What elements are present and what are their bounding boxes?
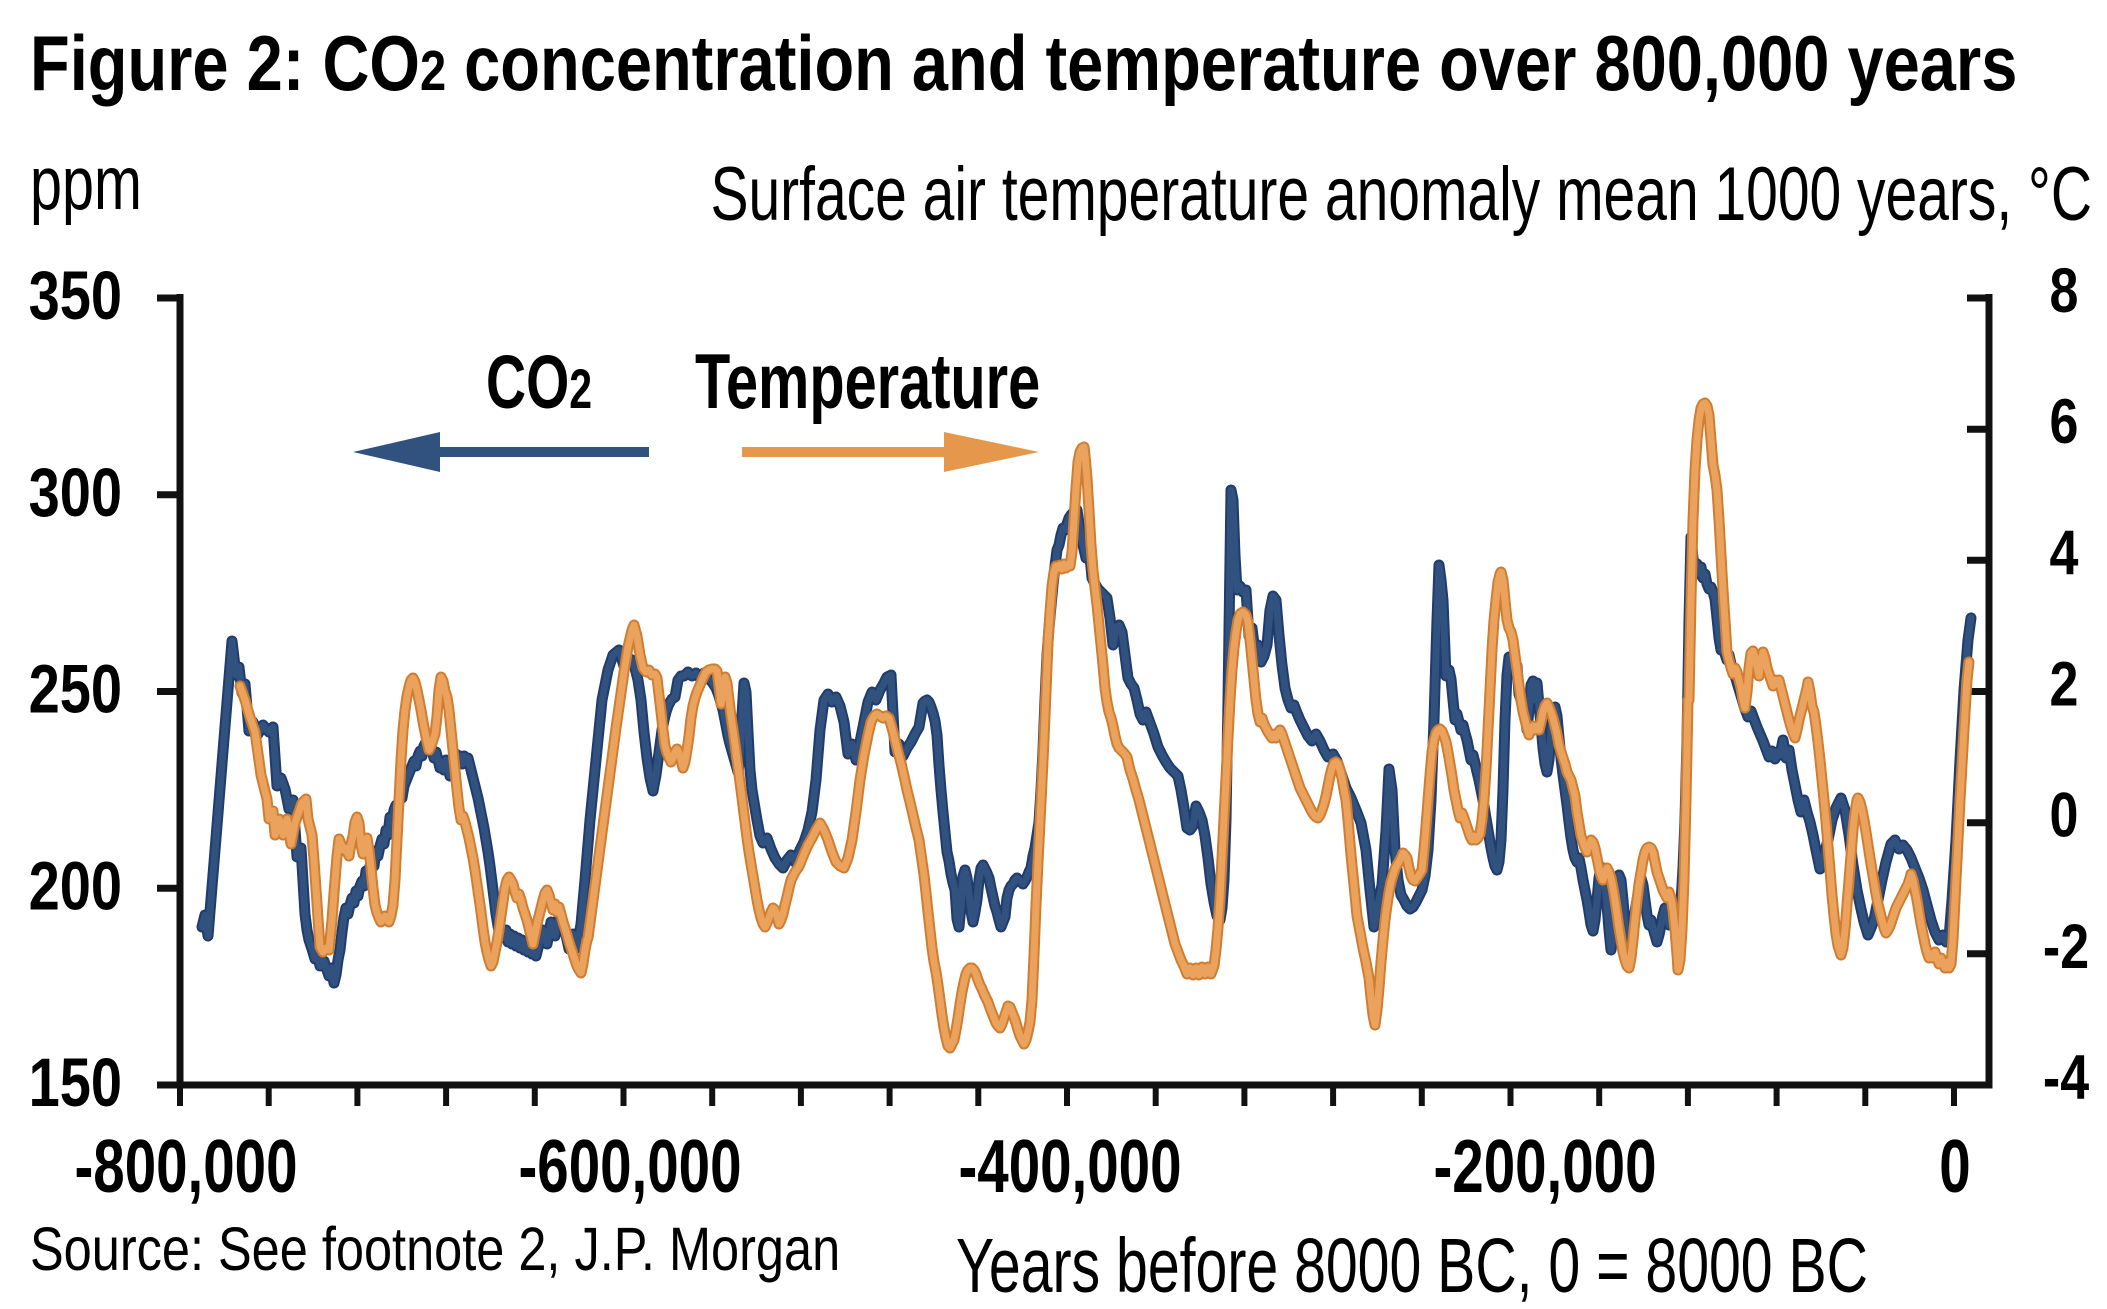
svg-text:Years before 8000 BC, 0 = 8000: Years before 8000 BC, 0 = 8000 BC bbox=[956, 1223, 1868, 1309]
svg-text:250: 250 bbox=[29, 651, 122, 728]
svg-text:150: 150 bbox=[29, 1045, 122, 1122]
svg-text:4: 4 bbox=[2050, 517, 2079, 588]
svg-text:350: 350 bbox=[29, 258, 122, 335]
svg-text:0: 0 bbox=[1939, 1125, 1970, 1209]
svg-text:-4: -4 bbox=[2043, 1042, 2089, 1113]
svg-text:8: 8 bbox=[2050, 255, 2079, 326]
svg-text:6: 6 bbox=[2050, 386, 2079, 457]
svg-text:Figure 2: CO2 concentration an: Figure 2: CO2 concentration and temperat… bbox=[30, 20, 2017, 107]
svg-text:Source: See footnote 2, J.P. M: Source: See footnote 2, J.P. Morgan bbox=[30, 1214, 840, 1283]
svg-text:300: 300 bbox=[29, 454, 122, 531]
svg-text:-200,000: -200,000 bbox=[1433, 1125, 1656, 1209]
svg-text:ppm: ppm bbox=[30, 141, 142, 226]
svg-text:2: 2 bbox=[2050, 649, 2079, 720]
svg-text:0: 0 bbox=[2050, 780, 2079, 851]
svg-text:Surface air temperature anomal: Surface air temperature anomaly mean 100… bbox=[710, 152, 2092, 237]
svg-text:200: 200 bbox=[29, 848, 122, 925]
svg-text:-800,000: -800,000 bbox=[74, 1125, 297, 1209]
svg-text:-2: -2 bbox=[2043, 911, 2089, 982]
svg-text:-600,000: -600,000 bbox=[518, 1125, 741, 1209]
svg-text:-400,000: -400,000 bbox=[958, 1125, 1181, 1209]
svg-text:Temperature: Temperature bbox=[695, 338, 1040, 426]
